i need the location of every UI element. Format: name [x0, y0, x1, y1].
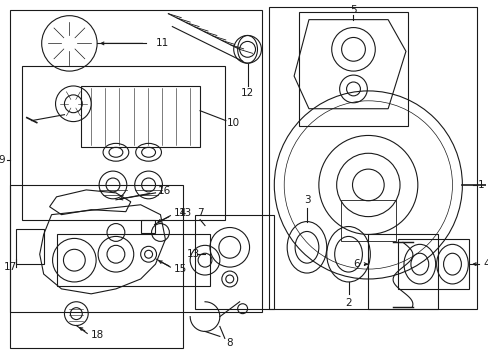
Text: 6: 6 — [352, 259, 359, 269]
Bar — [299, 12, 407, 126]
Text: 11: 11 — [156, 39, 169, 48]
Text: 5: 5 — [349, 5, 356, 15]
Bar — [269, 7, 476, 309]
Bar — [367, 234, 437, 309]
Text: 4: 4 — [483, 259, 488, 269]
Text: 7: 7 — [196, 208, 203, 218]
Text: 13: 13 — [178, 208, 191, 218]
Text: 15: 15 — [173, 264, 186, 274]
Text: 9: 9 — [0, 155, 5, 165]
Text: 3: 3 — [303, 195, 310, 205]
Bar — [81, 86, 200, 147]
Text: 12: 12 — [241, 88, 254, 98]
Bar — [57, 234, 209, 286]
Bar — [10, 185, 183, 348]
Text: 10: 10 — [227, 118, 240, 127]
Bar — [141, 220, 154, 233]
Text: 1: 1 — [477, 180, 484, 190]
Bar — [195, 215, 274, 309]
Bar — [397, 239, 468, 289]
Text: 17: 17 — [3, 262, 17, 272]
Text: 8: 8 — [226, 338, 233, 348]
Text: 13: 13 — [186, 249, 200, 259]
Bar — [22, 66, 224, 220]
Text: 2: 2 — [345, 298, 351, 308]
Bar — [340, 200, 395, 241]
Text: 16: 16 — [158, 186, 171, 196]
Bar — [16, 229, 43, 264]
Bar — [10, 10, 262, 312]
Text: 18: 18 — [90, 330, 103, 341]
Text: 14: 14 — [173, 208, 186, 218]
